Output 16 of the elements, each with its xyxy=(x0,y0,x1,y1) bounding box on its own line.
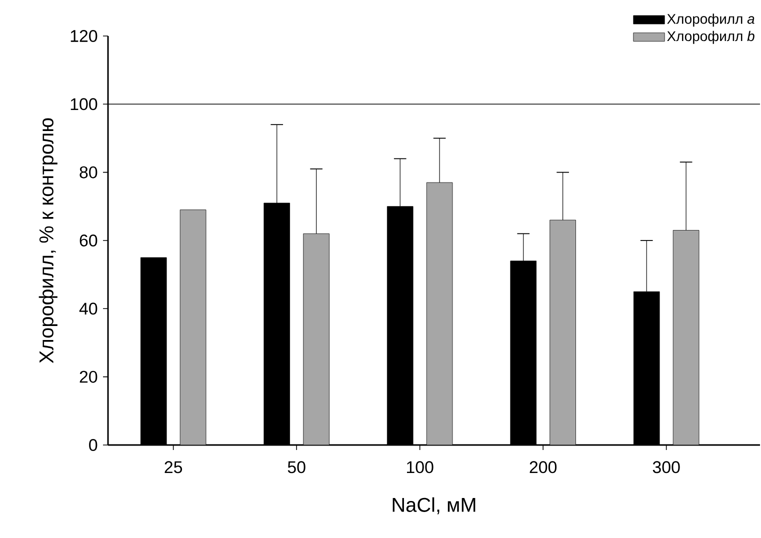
x-tick-label: 300 xyxy=(652,461,680,474)
y-tick-label: 100 xyxy=(70,98,98,110)
legend-label: Хлорофилл b xyxy=(667,30,754,44)
y-tick-label: 80 xyxy=(80,166,98,178)
legend-label: Хлорофилл a xyxy=(667,14,754,27)
y-axis-title: Хлорофилл, % к контролю xyxy=(38,118,58,364)
x-tick-label: 100 xyxy=(407,461,434,474)
y-tick-label: 60 xyxy=(80,234,98,246)
y-tick-label: 20 xyxy=(80,370,98,383)
y-tick-label: 40 xyxy=(79,302,98,315)
y-tick-label: 120 xyxy=(70,30,98,42)
x-tick-label: 25 xyxy=(164,461,182,474)
x-tick-label: 50 xyxy=(288,461,306,474)
x-axis-title: NaCl, мМ xyxy=(392,497,476,514)
y-tick-label: 0 xyxy=(89,438,98,451)
x-tick-label: 200 xyxy=(530,461,557,474)
